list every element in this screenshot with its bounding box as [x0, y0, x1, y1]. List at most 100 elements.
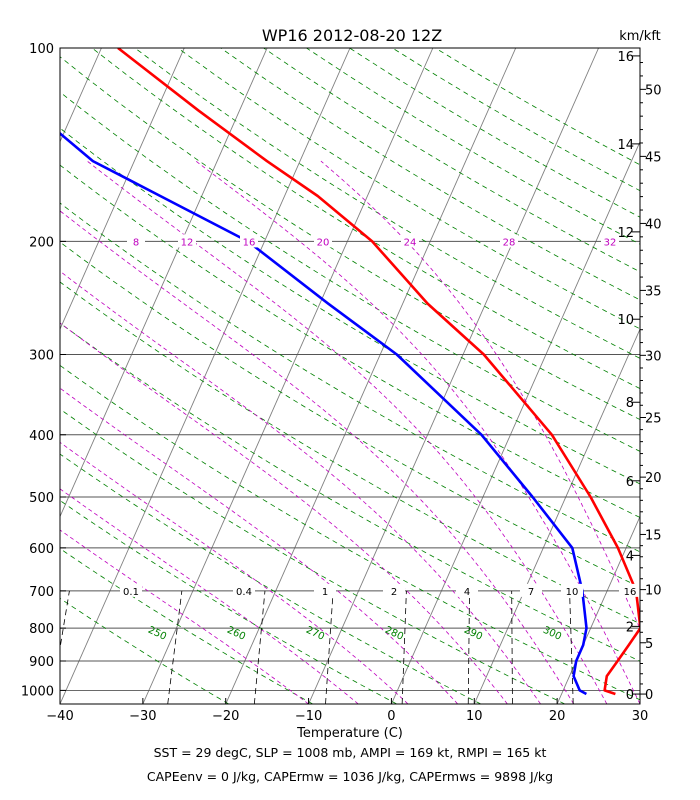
km-tick-label: 2 — [626, 620, 634, 635]
moist-adiabat-label: 28 — [503, 237, 516, 248]
kft-tick-label: 40 — [645, 217, 662, 232]
mixing-ratio-label: 2 — [391, 587, 397, 598]
footer-line-1: SST = 29 degC, SLP = 1008 mb, AMPI = 169… — [153, 745, 547, 760]
mixing-ratio-label: 4 — [464, 587, 470, 598]
kft-tick-label: 50 — [645, 83, 662, 98]
mixing-ratio-line — [467, 590, 470, 704]
mixing-ratio-label-bg — [456, 583, 478, 597]
mixing-ratio-label-bg — [619, 583, 641, 597]
mixing-ratio-line — [253, 590, 266, 704]
moist-adiabat-line — [86, 160, 608, 704]
moist-adiabat-label-bg — [127, 234, 145, 248]
p-tick-label: 1000 — [21, 684, 54, 699]
dry-adiabat-line — [60, 241, 640, 588]
kft-tick-label: 20 — [645, 471, 662, 486]
kft-tick-label: 10 — [645, 584, 662, 599]
mixing-ratio-label-bg — [120, 583, 142, 597]
p-tick-label: 100 — [29, 42, 54, 57]
mixing-ratio-label: 0.1 — [123, 587, 139, 598]
x-tick-label: 30 — [632, 709, 649, 724]
p-tick-label: 200 — [29, 235, 54, 250]
dry-adiabat-line — [60, 408, 565, 704]
mixing-ratio-label-bg — [561, 583, 583, 597]
plot-frame — [59, 47, 641, 705]
plot-border — [59, 47, 641, 705]
dry-adiabat-line — [91, 48, 640, 390]
moist-adiabat-line — [60, 210, 575, 704]
moist-adiabat-label: 20 — [317, 237, 330, 248]
mixing-ratio-label-bg — [520, 583, 542, 597]
p-tick-label: 800 — [29, 622, 54, 637]
dry-adiabat-line — [60, 500, 397, 704]
p-tick-label: 500 — [29, 491, 54, 506]
p-tick-label: 700 — [29, 585, 54, 600]
dry-adiabat-lines — [60, 48, 640, 704]
km-tick-label: 8 — [626, 396, 634, 411]
km-tick-label: 16 — [617, 50, 634, 65]
mixing-ratio-label: 10 — [566, 587, 579, 598]
mixing-ratio-line — [325, 590, 334, 704]
kft-tick-label: 15 — [645, 528, 662, 543]
temperature-trace — [117, 48, 640, 696]
x-tick-label: 20 — [549, 709, 566, 724]
mixing-ratio-label-bg — [233, 583, 255, 597]
isotherm-line — [0, 48, 19, 704]
kft-tick-label: 30 — [645, 349, 662, 364]
x-tick-label: 0 — [387, 709, 395, 724]
moist-adiabat-line — [195, 160, 640, 704]
moist-adiabat-label: 24 — [404, 237, 417, 248]
isotherm-line — [142, 48, 434, 704]
mixing-ratio-line — [569, 590, 574, 704]
x-tick-label: −30 — [129, 709, 156, 724]
kft-tick-label: 0 — [645, 688, 653, 703]
moist-adiabat-label: 32 — [604, 237, 617, 248]
mixing-ratio-lines — [60, 590, 574, 704]
moist-adiabat-label-bg — [500, 234, 518, 248]
km-tick-label: 10 — [617, 313, 634, 328]
km-tick-label: 14 — [617, 138, 634, 153]
mixing-ratio-line — [401, 590, 407, 704]
isotherm-line — [225, 48, 517, 704]
mixing-ratio-line — [167, 590, 183, 704]
km-tick-label: 4 — [626, 549, 634, 564]
x-tick-label: 10 — [466, 709, 483, 724]
mixing-ratio-label: 1 — [322, 587, 328, 598]
kft-tick-label: 25 — [645, 412, 662, 427]
moist-adiabat-line — [60, 441, 409, 704]
km-tick-label: 12 — [617, 226, 634, 241]
isotherm-line — [556, 515, 640, 704]
sounding-traces — [60, 48, 640, 696]
mixing-ratio-label: 16 — [624, 587, 637, 598]
dry-adiabat-line — [60, 281, 640, 625]
dry-adiabat-line — [60, 548, 313, 704]
moist-adiabat-line — [60, 270, 541, 704]
footer-line-2: CAPEenv = 0 J/kg, CAPErmw = 1036 J/kg, C… — [146, 769, 554, 784]
isotherm-line — [60, 48, 185, 331]
dry-adiabat-line — [60, 56, 640, 421]
km-tick-label: 0 — [626, 688, 634, 703]
chart-title: WP16 2012-08-20 12Z — [262, 26, 442, 45]
moist-adiabat-label: 12 — [181, 237, 194, 248]
dry-adiabat-line — [60, 322, 640, 662]
moist-adiabat-label-bg — [178, 234, 196, 248]
p-tick-label: 900 — [29, 655, 54, 670]
mixing-ratio-line — [511, 590, 513, 704]
isotherm-line — [308, 48, 599, 704]
moist-adiabat-label-bg — [240, 234, 258, 248]
kft-tick-label: 35 — [645, 284, 662, 299]
moist-adiabat-line — [60, 387, 458, 704]
dry-adiabat-line — [60, 202, 640, 553]
isotherm-line — [391, 140, 640, 704]
mixing-ratio-line — [60, 590, 70, 651]
moist-adiabat-line — [320, 160, 640, 630]
km-tick-label: 6 — [626, 475, 634, 490]
isotherm-line — [60, 48, 351, 704]
isotherm-lines — [0, 48, 640, 704]
x-axis-label: Temperature (C) — [296, 726, 403, 740]
mixing-ratio-label-bg — [314, 583, 336, 597]
x-tick-label: −10 — [295, 709, 322, 724]
moist-adiabat-label-bg — [401, 234, 419, 248]
x-tick-label: −20 — [212, 709, 239, 724]
